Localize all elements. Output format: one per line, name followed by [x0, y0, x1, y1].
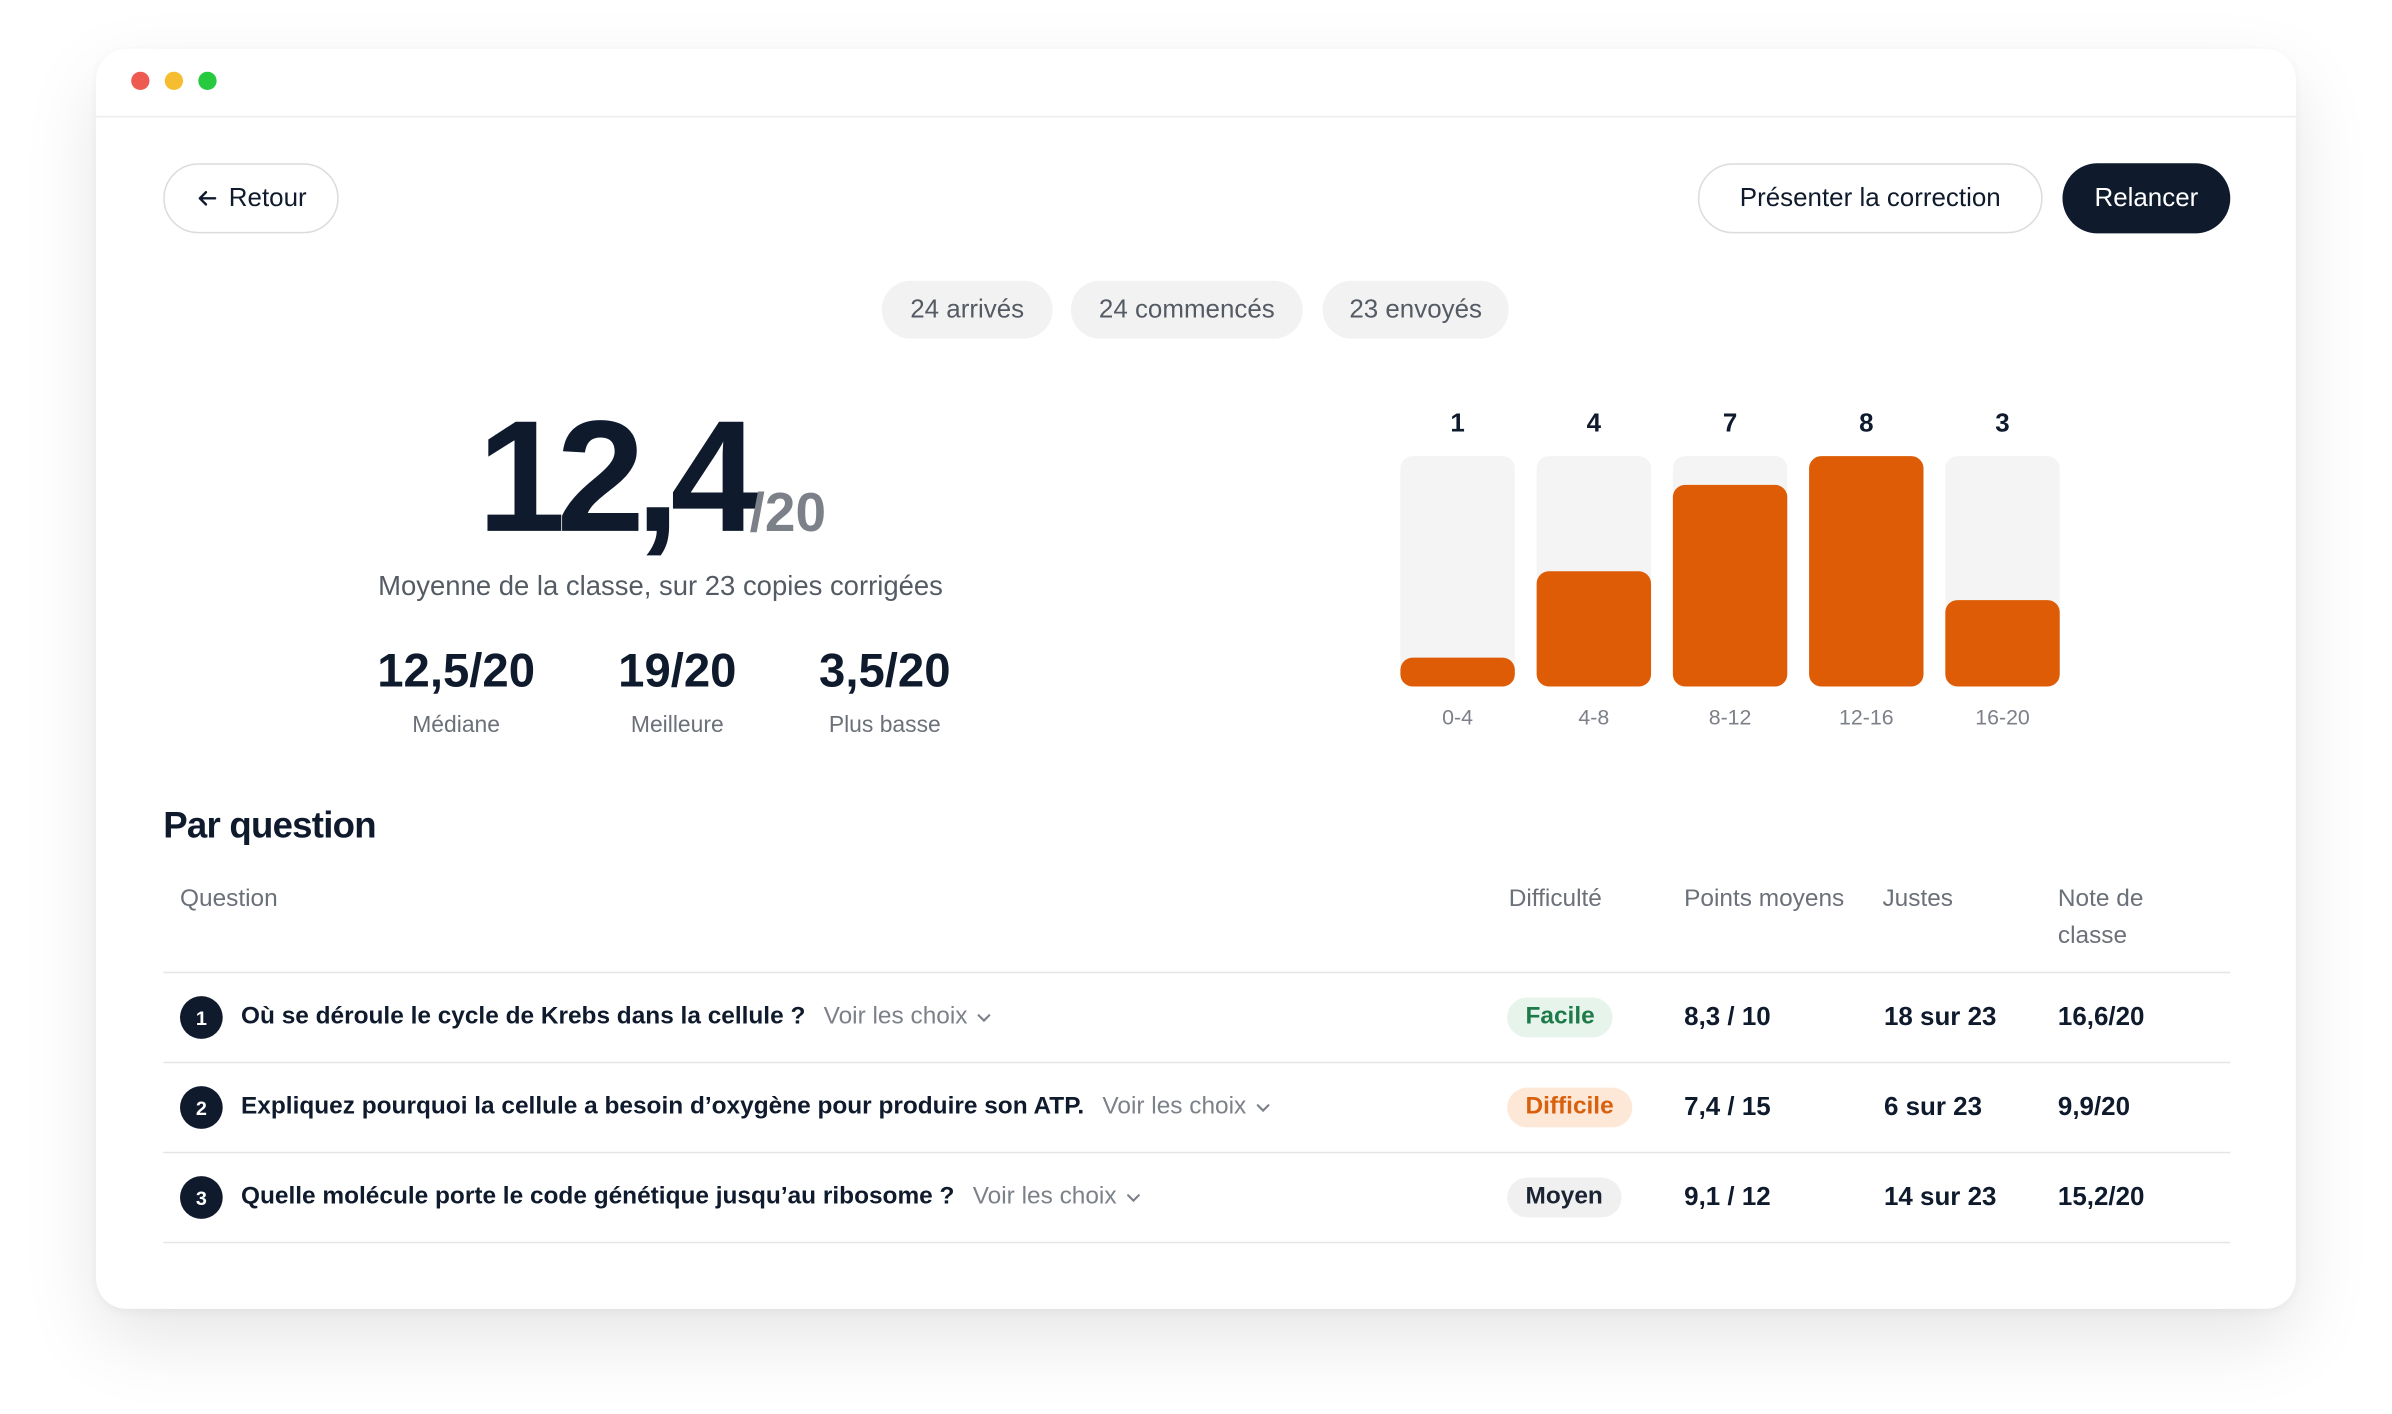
- chevron-path: [1126, 1194, 1140, 1203]
- average-value: 12,4: [477, 389, 758, 566]
- average-points: 9,1 / 12: [1684, 1182, 1771, 1212]
- difficulty-badge: Facile: [1507, 997, 1614, 1038]
- choices-label: Voir les choix: [1102, 1093, 1247, 1120]
- close-dot[interactable]: [131, 71, 150, 91]
- stat-value: 12,5/20: [377, 643, 536, 698]
- chevron: [1256, 1104, 1270, 1113]
- window: Retour Présenter la correction Relancer …: [96, 48, 2296, 1309]
- question-number: 3: [180, 1176, 223, 1219]
- correct-count: 6 sur 23: [1883, 1092, 1983, 1122]
- bin-bar: [1945, 600, 2060, 687]
- row-divider: [163, 1151, 2231, 1154]
- question-text: Expliquez pourquoi la cellule a besoin d…: [241, 1093, 1085, 1120]
- row-divider: [163, 971, 2231, 974]
- bin-range: 4-8: [1578, 706, 1609, 730]
- bin-range: 8-12: [1709, 706, 1752, 730]
- chevron: [977, 1014, 991, 1023]
- bin-range: 0-4: [1442, 706, 1473, 730]
- back-label: Retour: [228, 183, 307, 213]
- back-arrow: [198, 190, 217, 206]
- difficulty-badge: Moyen: [1507, 1177, 1622, 1218]
- zoom-dot[interactable]: [198, 71, 217, 91]
- restart-label: Relancer: [2094, 183, 2199, 213]
- stat-value: 19/20: [618, 643, 737, 698]
- bin-bar: [1400, 657, 1515, 687]
- choices-label: Voir les choix: [972, 1183, 1117, 1210]
- histogram: 1 0-4 4 4-8 7 8-12 8 12-16 3 16-20: [1400, 410, 2060, 730]
- bin-bar: [1536, 571, 1652, 687]
- question-number: 1: [180, 996, 223, 1039]
- bin-bar: [1672, 484, 1788, 687]
- minimize-dot[interactable]: [164, 71, 184, 91]
- restart-button[interactable]: Relancer: [2062, 163, 2231, 234]
- present-button[interactable]: Présenter la correction: [1697, 163, 2043, 234]
- bin-count: 4: [1587, 410, 1602, 438]
- bin-count: 8: [1859, 410, 1873, 438]
- choices-toggle[interactable]: Voir les choix: [1102, 1094, 1272, 1121]
- chevron-path: [977, 1014, 991, 1023]
- chevron-path: [1256, 1104, 1270, 1113]
- class-grade: 15,2/20: [2057, 1182, 2145, 1212]
- question-row: 2 Expliquez pourquoi la cellule a besoin …: [180, 1085, 1272, 1131]
- correct-count: 18 sur 23: [1883, 1002, 1997, 1032]
- status-pill: 24 arrivés: [881, 280, 1053, 339]
- question-text: Où se déroule le cycle de Krebs dans la …: [241, 1003, 806, 1030]
- question-row: 1 Où se déroule le cycle de Krebs dans la…: [180, 995, 993, 1041]
- average-points: 7,4 / 15: [1684, 1092, 1771, 1122]
- bin-count: 3: [1995, 410, 2009, 438]
- section-title: Par question: [163, 805, 376, 847]
- status-pill: 23 envoyés: [1322, 280, 1509, 339]
- question-row: 3 Quelle molécule porte le code génétique…: [180, 1175, 1142, 1221]
- average-out-of: /20: [749, 480, 827, 544]
- class-grade: 9,9/20: [2057, 1092, 2131, 1122]
- chevron: [1126, 1194, 1140, 1203]
- column-header: Note de classe: [2057, 886, 2144, 949]
- average-points: 8,3 / 10: [1684, 1002, 1771, 1032]
- question-text: Quelle molécule porte le code génétique …: [241, 1183, 955, 1210]
- choices-toggle[interactable]: Voir les choix: [973, 1184, 1143, 1211]
- class-grade: 16,6/20: [2057, 1002, 2145, 1032]
- bin-range: 12-16: [1839, 706, 1894, 730]
- choices-toggle[interactable]: Voir les choix: [824, 1004, 994, 1031]
- correct-count: 14 sur 23: [1883, 1182, 1997, 1212]
- present-label: Présenter la correction: [1739, 183, 2001, 213]
- column-header: Question: [180, 886, 278, 913]
- column-header: Difficulté: [1508, 886, 1602, 913]
- stat-label: Médiane: [412, 712, 501, 739]
- stat-label: Meilleure: [630, 712, 724, 739]
- row-divider: [163, 1241, 2231, 1244]
- stat-label: Plus basse: [828, 712, 941, 739]
- choices-label: Voir les choix: [823, 1003, 968, 1030]
- row-divider: [163, 1061, 2231, 1064]
- bin-count: 1: [1450, 410, 1464, 438]
- column-header: Points moyens: [1684, 886, 1845, 913]
- average: 12,4 /20: [477, 387, 843, 566]
- column-header: Justes: [1882, 886, 1954, 913]
- difficulty-badge: Difficile: [1507, 1087, 1632, 1128]
- stat-value: 3,5/20: [819, 643, 951, 698]
- average-caption: Moyenne de la classe, sur 23 copies corr…: [378, 570, 943, 602]
- back-button[interactable]: Retour: [163, 163, 339, 234]
- bin-range: 16-20: [1975, 706, 2030, 730]
- bin-count: 7: [1723, 410, 1737, 438]
- status-pill: 24 commencés: [1070, 280, 1303, 339]
- question-number: 2: [180, 1086, 223, 1129]
- bin-track: [1400, 456, 1515, 687]
- title-bar: [96, 49, 2296, 118]
- bin-bar: [1809, 456, 1924, 687]
